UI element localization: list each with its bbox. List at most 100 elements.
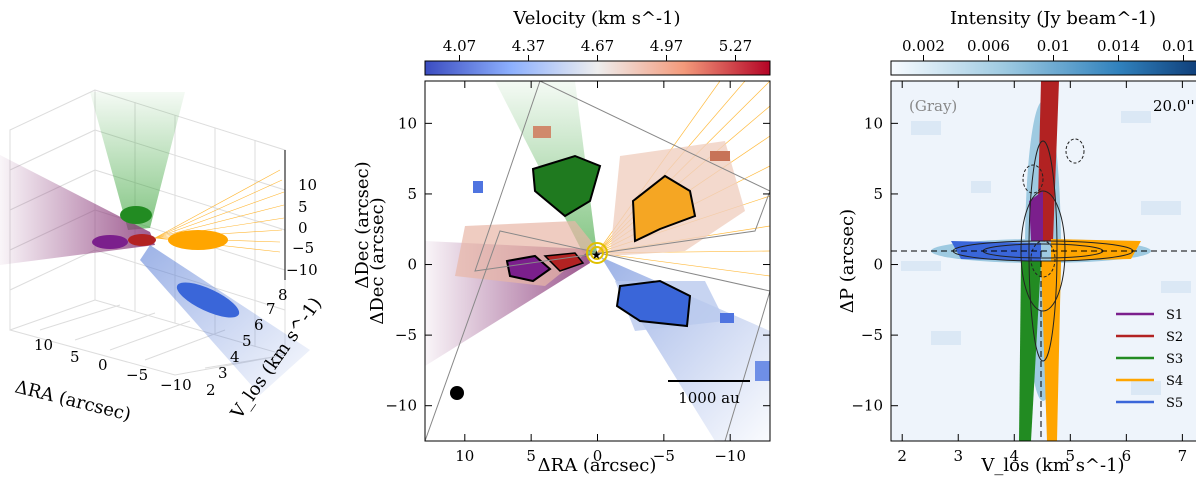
left-z-axis-label: ΔDec (arcsec) <box>352 161 373 288</box>
right-annotation-left: (Gray) <box>909 97 957 115</box>
mid-protostar-star: ★ <box>591 248 602 262</box>
left-z-ticks: 10 5 0 −5 −10 <box>286 176 318 279</box>
left-3d-s4-blob <box>168 230 228 250</box>
right-x-tick-label: 4 <box>1010 447 1020 465</box>
left-3d-panel: 10 5 0 −5 −10 ΔDec (arcsec) 10 5 0 −5 −1… <box>0 89 373 426</box>
mid-pb-outline <box>425 230 770 441</box>
left-3d-s2-blob <box>128 234 156 246</box>
mid-s3-blob <box>531 154 602 218</box>
middle-colorbar <box>424 60 771 76</box>
right-pv-map: (Gray) 20.0'' S1 S2 S3 S4 S5 <box>891 81 1196 441</box>
right-y-tick-label: 5 <box>873 185 883 203</box>
legend-label: S1 <box>1166 308 1183 323</box>
left-x-ticks: 10 5 0 −5 −10 <box>34 336 192 394</box>
right-y-tick-label: −5 <box>861 326 883 344</box>
right-x-tick-label: 6 <box>1122 447 1132 465</box>
mid-x-tick-label: 10 <box>455 447 474 465</box>
right-x-axis-label: V_los (km s^-1) <box>980 455 1124 476</box>
right-cbar-tick-label: 0.002 <box>902 37 945 55</box>
left-x-tick-label: 5 <box>70 348 80 366</box>
right-cbar-tick-label: 0.01 <box>1037 37 1070 55</box>
right-x-tick-label: 7 <box>1178 447 1188 465</box>
right-panel: (Gray) 20.0'' S1 S2 S3 S4 S5 2 3 4 5 6 7 10 5 0 −5 −10… <box>837 8 1196 476</box>
mid-x-tick-label: −5 <box>653 447 675 465</box>
right-legend: S1 S2 S3 S4 S5 <box>1116 308 1183 411</box>
right-y-axis-label: ΔP (arcsec) <box>837 209 858 313</box>
mid-cbar-tick-label: 4.67 <box>581 37 614 55</box>
left-3d-s5-blob <box>176 282 240 318</box>
middle-ticks: 10 5 0 −5 −10 10 5 0 −5 −10 <box>385 81 770 465</box>
left-x-tick-label: 10 <box>34 336 53 354</box>
right-y-tick-label: 0 <box>873 256 883 274</box>
middle-panel: ★ 1000 au 10 5 0 −5 −10 10 5 0 −5 −10 ΔDec (arcse… <box>367 8 771 476</box>
right-cbar-tick-label: 0.014 <box>1097 37 1140 55</box>
left-3d-s1-blob <box>92 235 128 249</box>
middle-y-axis-label: ΔDec (arcsec) <box>367 197 388 324</box>
left-z-tick-label: −5 <box>292 239 314 257</box>
left-x-axis-label: ΔRA (arcsec) <box>13 376 133 425</box>
mid-pb-outline <box>474 81 770 272</box>
left-y-tick-label: 2 <box>206 381 216 399</box>
mid-y-tick-label: −10 <box>385 397 417 415</box>
left-y-ticks: 2 3 4 5 6 7 8 <box>206 286 288 399</box>
right-s3-track <box>1019 261 1041 441</box>
left-y-tick-label: 8 <box>278 286 288 304</box>
mid-s4-blob <box>631 174 697 243</box>
left-x-tick-label: 0 <box>98 356 108 374</box>
left-y-tick-label: 6 <box>254 316 264 334</box>
right-x-tick-label: 2 <box>897 447 907 465</box>
mid-beam <box>450 386 464 400</box>
right-s4-track <box>1041 261 1061 441</box>
legend-label: S3 <box>1166 352 1183 367</box>
mid-scalebar-label: 1000 au <box>678 389 740 407</box>
right-noise <box>901 111 1191 395</box>
left-y-tick-label: 4 <box>230 348 240 366</box>
right-x-tick-label: 5 <box>1066 447 1076 465</box>
left-z-tick-label: 5 <box>298 198 308 216</box>
left-z-tick-label: 0 <box>298 219 308 237</box>
legend-label: S2 <box>1166 330 1183 345</box>
mid-x-tick-label: −10 <box>714 447 746 465</box>
right-cbar-tick-label: 0.006 <box>967 37 1010 55</box>
right-y-tick-label: −10 <box>851 397 883 415</box>
mid-cbar-tick-label: 4.97 <box>650 37 683 55</box>
middle-colorbar-label: Velocity (km s^-1) <box>512 8 680 29</box>
legend-label: S5 <box>1166 396 1183 411</box>
mid-cbar-tick-label: 5.27 <box>719 37 752 55</box>
left-x-tick-label: −5 <box>126 366 148 384</box>
mid-x-tick-label: 5 <box>526 447 536 465</box>
left-3d-s5-fan <box>140 245 310 395</box>
middle-colorbar-ticks: 4.07 4.37 4.67 4.97 5.27 <box>443 37 752 61</box>
right-annotation-right: 20.0'' <box>1153 97 1195 115</box>
mid-s5-blob <box>615 279 692 328</box>
right-colorbar-ticks: 0.002 0.006 0.01 0.014 0.018 <box>902 37 1196 61</box>
legend-label: S4 <box>1166 374 1183 389</box>
mid-velocity-patch <box>710 151 730 161</box>
right-colorbar-label: Intensity (Jy beam^-1) <box>950 8 1156 29</box>
left-y-tick-label: 7 <box>266 300 276 318</box>
mid-protostar-contour <box>590 246 604 260</box>
right-frame <box>890 80 1196 442</box>
right-x-tick-label: 3 <box>953 447 963 465</box>
mid-velocity-patch <box>755 361 770 381</box>
right-s1-track <box>1029 191 1043 241</box>
left-y-tick-label: 5 <box>242 332 252 350</box>
right-ticks: 2 3 4 5 6 7 10 5 0 −5 −10 <box>851 81 1188 465</box>
left-3d-s3-blob <box>120 206 152 224</box>
mid-velocity-patch <box>473 181 483 193</box>
mid-cbar-tick-label: 4.37 <box>512 37 545 55</box>
middle-x-axis-label: ΔRA (arcsec) <box>538 455 657 476</box>
left-3d-s3-fan <box>90 92 185 230</box>
right-y-tick-label: 10 <box>864 114 883 132</box>
mid-y-tick-label: 5 <box>407 185 417 203</box>
mid-x-tick-label: 0 <box>593 447 603 465</box>
right-cbar-tick-label: 0.018 <box>1162 37 1196 55</box>
left-y-tick-label: 3 <box>218 364 228 382</box>
mid-protostar-contour <box>586 242 608 264</box>
middle-map: ★ 1000 au <box>425 81 770 441</box>
left-x-tick-label: −10 <box>160 376 192 394</box>
mid-velocity-patch <box>533 126 551 138</box>
mid-y-tick-label: 10 <box>398 114 417 132</box>
mid-s2-blob <box>543 252 585 272</box>
